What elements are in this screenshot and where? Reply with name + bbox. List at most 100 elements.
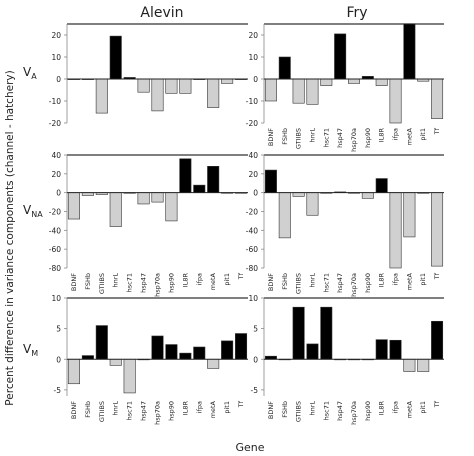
x-tick-label: hsp47 <box>336 401 344 421</box>
bar-hsp90 <box>165 344 178 360</box>
bar-hnrl <box>109 192 122 227</box>
bar-meta <box>207 166 220 193</box>
x-tick-label: GTIIBS <box>295 401 303 422</box>
y-tick-label: 10 <box>51 294 61 303</box>
bar-gtiibs <box>292 192 305 197</box>
y-tick-label: -20 <box>246 119 258 128</box>
bar-hnrl <box>109 35 122 80</box>
x-tick-label: hsp90 <box>167 273 175 293</box>
bar-bdnf <box>67 192 80 220</box>
x-tick-label: GTIIBS <box>98 273 106 294</box>
panel-vna-fry: 40 20 0 -20 -40 -60 -80 BDNF FSHb GTIIBS hnrL hsc71… <box>246 151 444 297</box>
bar-meta <box>403 192 416 238</box>
y-tick-label: 0 <box>253 355 258 364</box>
bar-gtiibs <box>292 306 305 360</box>
x-tick-label: BDNF <box>267 128 275 146</box>
x-tick-label: ifpa <box>392 273 400 285</box>
x-tick-label: IL8R <box>378 401 386 416</box>
bar-hsc71 <box>123 358 136 394</box>
bar-hsp47 <box>137 78 150 93</box>
bar-gtiibs <box>95 325 108 360</box>
x-tick-label: hsp90 <box>364 273 372 293</box>
x-tick-label: Tf <box>237 400 245 408</box>
y-tick-label: 0 <box>56 75 61 84</box>
x-tick-label: ifpa <box>195 401 203 413</box>
x-tick-label: pit1 <box>223 401 231 414</box>
bar-il8r <box>375 339 388 360</box>
y-tick-label: -5 <box>251 386 259 395</box>
bar-hsp70a <box>151 335 164 360</box>
y-tick-label: -20 <box>246 208 258 217</box>
y-tick-label: 10 <box>248 53 258 62</box>
panel-va-fry: 20 10 0 -10 -20 BDNF FSHb GTIIBS hnrL hsc71 hsp47 h… <box>246 23 444 152</box>
x-tick-label: GTIIBS <box>295 128 303 149</box>
x-tick-label: Tf <box>433 400 441 408</box>
x-tick-label: pit1 <box>419 128 427 141</box>
y-tick-label: 20 <box>51 31 61 40</box>
bar-bdnf <box>264 78 277 102</box>
y-tick-label: 0 <box>253 189 258 198</box>
bar-tf <box>431 192 444 267</box>
x-tick-label: metA <box>405 272 413 290</box>
x-tick-label: FSHb <box>84 273 92 290</box>
bar-ifpa <box>389 78 402 124</box>
x-tick-label: GTIIBS <box>98 401 106 422</box>
bar-tf <box>431 78 444 119</box>
x-tick-label: FSHb <box>281 128 289 145</box>
x-tick-label: hsp47 <box>336 128 344 148</box>
row-label-vm: VM <box>23 342 38 358</box>
x-tick-label: Tf <box>433 272 441 280</box>
x-tick-label: BDNF <box>70 273 78 291</box>
x-tick-label: hnrL <box>112 401 120 416</box>
y-tick-label: 5 <box>253 325 258 334</box>
bar-il8r <box>179 78 192 94</box>
x-tick-label: BDNF <box>267 273 275 291</box>
x-tick-label: IL8R <box>181 273 189 288</box>
bar-hsp90 <box>361 192 374 199</box>
bar-hsp47 <box>334 33 347 80</box>
x-tick-label: metA <box>209 400 217 418</box>
y-tick-label: 5 <box>56 325 61 334</box>
x-tick-label: hsp70a <box>350 273 358 297</box>
bar-il8r <box>375 178 388 193</box>
y-tick-label: 20 <box>51 170 61 179</box>
column-title-fry: Fry <box>346 5 367 21</box>
x-tick-label: pit1 <box>223 273 231 286</box>
panel-vm-alevin: 10 5 0 -5 BDNF FSHb GTIIBS hnrL hsc71 hsp47 hsp70a… <box>23 294 248 425</box>
bar-ifpa <box>389 339 402 360</box>
x-tick-label: hsc71 <box>126 273 134 292</box>
x-tick-label: FSHb <box>281 273 289 290</box>
x-tick-label: hsp70a <box>154 273 162 297</box>
bar-meta <box>403 23 416 80</box>
x-tick-label: hnrL <box>309 128 317 143</box>
x-tick-label: IL8R <box>378 273 386 288</box>
bar-meta <box>403 358 416 372</box>
y-tick-label: -80 <box>246 264 258 273</box>
bar-hsc71 <box>320 306 333 360</box>
bar-bdnf <box>67 358 80 385</box>
x-tick-label: hsp90 <box>364 401 372 421</box>
x-tick-label: hnrL <box>309 273 317 288</box>
x-tick-label: hsp70a <box>350 401 358 425</box>
x-tick-label: hsc71 <box>322 273 330 292</box>
y-tick-label: -10 <box>246 97 258 106</box>
bar-il8r <box>375 78 388 86</box>
x-tick-label: hsc71 <box>322 401 330 420</box>
bar-il8r <box>179 352 192 360</box>
bar-pit1 <box>221 78 234 84</box>
x-tick-label: FSHb <box>84 401 92 418</box>
x-tick-label: FSHb <box>281 401 289 418</box>
y-tick-label: -5 <box>54 386 62 395</box>
x-tick-label: BDNF <box>70 401 78 419</box>
column-title-alevin: Alevin <box>140 5 183 21</box>
y-tick-label: 0 <box>253 75 258 84</box>
bar-ifpa <box>389 192 402 269</box>
x-tick-label: GTIIBS <box>295 273 303 294</box>
x-tick-label: pit1 <box>419 273 427 286</box>
x-tick-label: hsp47 <box>140 401 148 421</box>
bar-il8r <box>179 158 192 193</box>
bar-tf <box>431 320 444 360</box>
x-tick-label: Tf <box>237 272 245 280</box>
y-tick-label: 20 <box>248 31 258 40</box>
